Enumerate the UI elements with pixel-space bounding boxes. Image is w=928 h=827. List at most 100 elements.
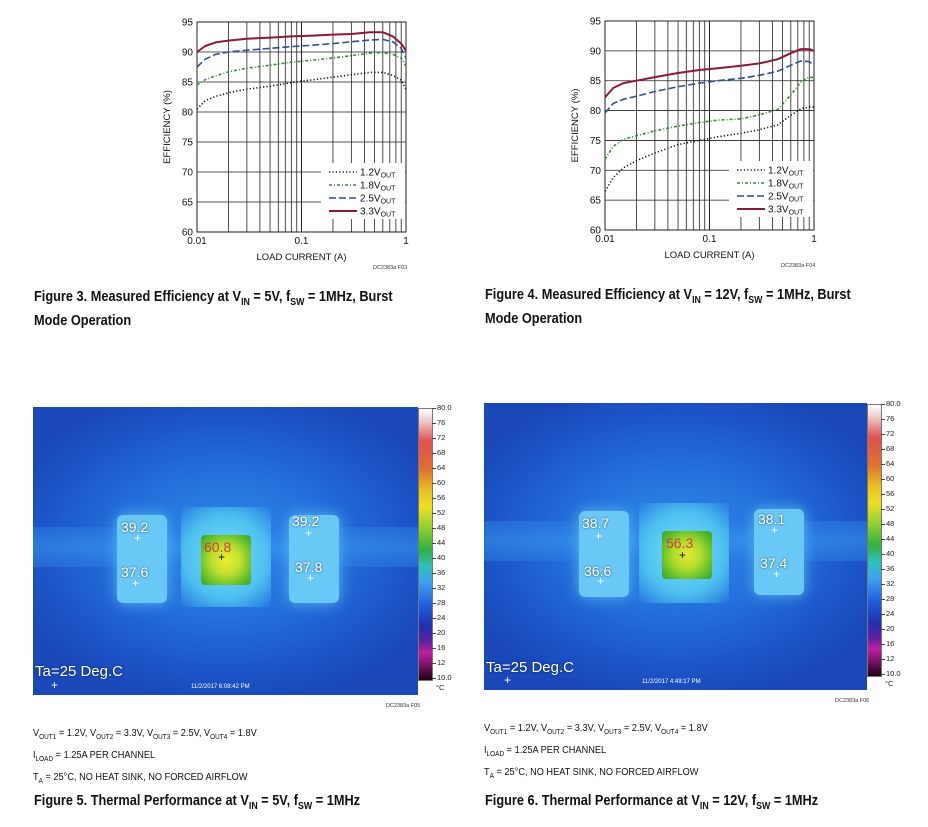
chart-code-f06: DC2383a F06 bbox=[835, 698, 870, 704]
plot-frame bbox=[604, 20, 815, 231]
reading-center: 56.3 bbox=[666, 535, 694, 551]
scale-tick bbox=[432, 603, 436, 604]
scale-tick bbox=[881, 599, 885, 600]
series-line-2-5V bbox=[604, 60, 815, 114]
figure-5-caption: Figure 5. Thermal Performance at VIN = 5… bbox=[34, 793, 361, 812]
series-line-3-3V bbox=[196, 31, 407, 53]
thermal-image-vin-12v: 56.3 38.7 36.6 38.1 37.4 + + + + + Ta=25… bbox=[484, 403, 867, 690]
y-tick-label: 70 bbox=[182, 168, 194, 179]
scale-label: 64 bbox=[886, 459, 895, 468]
scale-label: 20 bbox=[886, 624, 895, 633]
scale-unit: °C bbox=[436, 683, 445, 692]
scale-tick bbox=[432, 453, 436, 454]
component-left bbox=[117, 515, 167, 603]
hotspot-chip bbox=[201, 535, 251, 585]
legend-label: 1.2VOUT bbox=[768, 166, 804, 178]
scale-tick bbox=[432, 423, 436, 424]
y-tick-label: 65 bbox=[182, 198, 194, 209]
scale-label: 40 bbox=[886, 549, 895, 558]
component-left bbox=[579, 511, 629, 597]
scale-label: 48 bbox=[886, 519, 895, 528]
crosshair-icon: + bbox=[305, 526, 313, 540]
scale-label: 12 bbox=[886, 654, 895, 663]
test-conditions-fig5: VOUT1 = 1.2V, VOUT2 = 3.3V, VOUT3 = 2.5V… bbox=[33, 728, 257, 785]
scale-tick bbox=[881, 434, 885, 435]
scale-tick bbox=[432, 618, 436, 619]
temperature-scale-bar bbox=[867, 404, 882, 677]
scale-tick bbox=[432, 633, 436, 634]
scale-label: 16 bbox=[437, 643, 446, 652]
figure-6-caption: Figure 6. Thermal Performance at VIN = 1… bbox=[485, 793, 819, 812]
scale-label: 80.0 bbox=[437, 403, 452, 412]
legend-label: 2.5VOUT bbox=[360, 194, 396, 206]
reading-bottom-right: 37.8 bbox=[295, 559, 323, 575]
chart-code-f04: DC2383a F04 bbox=[781, 263, 816, 269]
scale-tick bbox=[881, 674, 885, 675]
crosshair-icon: + bbox=[597, 574, 605, 588]
reading-top-right: 39.2 bbox=[292, 513, 320, 529]
scale-tick bbox=[881, 494, 885, 495]
thermal-image-vin-5v: 60.8 39.2 37.6 39.2 37.8 + + + + + Ta=25… bbox=[33, 407, 418, 695]
reading-top-left: 38.7 bbox=[582, 515, 610, 531]
y-tick-label: 75 bbox=[590, 136, 602, 147]
test-conditions-fig6: VOUT1 = 1.2V, VOUT2 = 3.3V, VOUT3 = 2.5V… bbox=[484, 723, 708, 780]
legend-label: 1.8VOUT bbox=[360, 181, 396, 193]
scale-tick bbox=[881, 569, 885, 570]
ambient-temperature: Ta=25 Deg.C bbox=[486, 659, 574, 676]
crosshair-icon: + bbox=[218, 550, 226, 564]
x-tick-label: 0.1 bbox=[703, 234, 717, 245]
x-axis-title: LOAD CURRENT (A) bbox=[664, 250, 754, 261]
component-right bbox=[289, 515, 339, 603]
reading-center: 60.8 bbox=[204, 539, 232, 555]
scale-tick bbox=[881, 524, 885, 525]
scale-tick bbox=[432, 528, 436, 529]
component-right bbox=[754, 509, 804, 595]
x-tick-label: 1 bbox=[811, 234, 817, 245]
y-tick-label: 75 bbox=[182, 138, 194, 149]
scale-unit: °C bbox=[885, 679, 894, 688]
crosshair-icon: + bbox=[679, 548, 687, 562]
scale-tick bbox=[881, 404, 885, 405]
scale-tick bbox=[881, 479, 885, 480]
scale-tick bbox=[432, 648, 436, 649]
y-axis-title: EFFICIENCY (%) bbox=[162, 90, 173, 164]
legend-label: 1.2VOUT bbox=[360, 168, 396, 180]
scale-label: 36 bbox=[886, 564, 895, 573]
x-tick-label: 1 bbox=[403, 236, 409, 247]
reading-bottom-left: 36.6 bbox=[584, 563, 612, 579]
scale-tick bbox=[881, 539, 885, 540]
scale-label: 56 bbox=[437, 493, 446, 502]
scale-tick bbox=[432, 513, 436, 514]
scale-tick bbox=[432, 663, 436, 664]
reading-bottom-right: 37.4 bbox=[760, 555, 788, 571]
scale-tick bbox=[432, 438, 436, 439]
scale-tick bbox=[881, 659, 885, 660]
y-tick-label: 70 bbox=[590, 166, 602, 177]
scale-tick bbox=[432, 543, 436, 544]
legend-background bbox=[729, 161, 813, 217]
crosshair-icon: + bbox=[773, 567, 781, 581]
scale-label: 20 bbox=[437, 628, 446, 637]
temperature-scale-bar bbox=[418, 408, 433, 681]
scale-tick bbox=[432, 573, 436, 574]
scale-label: 44 bbox=[886, 534, 895, 543]
scale-label: 76 bbox=[437, 418, 446, 427]
y-tick-label: 95 bbox=[182, 18, 194, 29]
scale-label: 32 bbox=[886, 579, 895, 588]
legend-label: 2.5VOUT bbox=[768, 192, 804, 204]
scale-tick bbox=[881, 509, 885, 510]
reading-bottom-left: 37.6 bbox=[121, 564, 149, 580]
crosshair-icon: + bbox=[134, 531, 142, 545]
scale-label: 24 bbox=[437, 613, 446, 622]
y-tick-label: 65 bbox=[590, 196, 602, 207]
scale-label: 72 bbox=[437, 433, 446, 442]
scale-label: 32 bbox=[437, 583, 446, 592]
crosshair-icon: + bbox=[771, 523, 779, 537]
scale-label: 16 bbox=[886, 639, 895, 648]
crosshair-icon: + bbox=[504, 673, 512, 687]
timestamp: 11/2/2017 6:08:42 PM bbox=[191, 684, 250, 690]
scale-label: 68 bbox=[886, 444, 895, 453]
scale-tick bbox=[881, 554, 885, 555]
